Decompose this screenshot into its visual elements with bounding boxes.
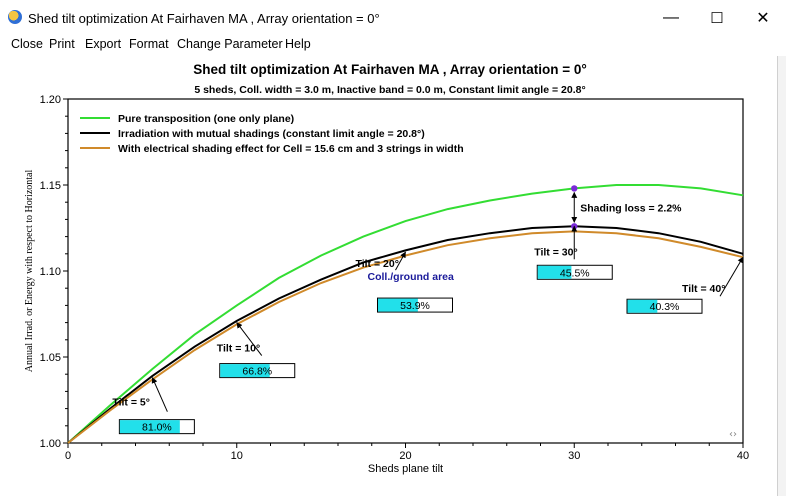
series-line-1 (67, 184, 744, 444)
coll-ground-area-label: Coll./ground area (368, 271, 455, 283)
legend-label-2: Irradiation with mutual shadings (consta… (118, 128, 425, 140)
x-tick-label: 10 (231, 450, 243, 462)
menu-change-parameter[interactable]: Change Parameter (177, 37, 283, 51)
ratio-value: 53.9% (400, 300, 430, 312)
y-tick-label: 1.10 (40, 266, 61, 278)
ratio-value: 66.8% (242, 366, 272, 378)
ratio-fill (537, 265, 572, 279)
window-title: Shed tilt optimization At Fairhaven MA ,… (28, 11, 380, 26)
y-tick-label: 1.05 (40, 352, 61, 364)
legend-label-3: With electrical shading effect for Cell … (118, 143, 464, 155)
menu-bar: Close Print Export Format Change Paramet… (0, 36, 786, 56)
menu-close[interactable]: Close (11, 37, 43, 51)
plot-frame (67, 98, 744, 444)
app-icon (8, 10, 22, 24)
menu-print[interactable]: Print (49, 37, 75, 51)
chart-subtitle: 5 sheds, Coll. width = 3.0 m, Inactive b… (194, 84, 586, 96)
series-line-2 (67, 225, 744, 444)
x-tick-label: 30 (568, 450, 580, 462)
menu-help[interactable]: Help (285, 37, 311, 51)
y-tick-label: 1.15 (40, 180, 61, 192)
chart-title: Shed tilt optimization At Fairhaven MA ,… (193, 62, 587, 77)
ratio-value: 40.3% (650, 301, 680, 313)
minimize-button[interactable]: — (663, 9, 679, 26)
tilt-arrow (395, 251, 406, 271)
tilt-arrow (151, 377, 168, 412)
shading-loss-point-top (571, 185, 578, 192)
close-window-button[interactable]: ✕ (756, 10, 770, 27)
ratio-value: 81.0% (142, 422, 172, 434)
x-axis-label: Sheds plane tilt (368, 463, 443, 475)
ratio-fill (119, 420, 180, 434)
x-tick-label: 40 (737, 450, 749, 462)
ratio-fill (627, 299, 658, 313)
x-tick-label: 20 (399, 450, 411, 462)
maximize-button[interactable]: ☐ (710, 10, 724, 27)
y-axis-label: Annual Irrad. or Energy with respect to … (24, 170, 35, 373)
window-titlebar: Shed tilt optimization At Fairhaven MA ,… (0, 0, 786, 37)
x-tick-label: 0 (65, 450, 71, 462)
tilt-arrow (236, 322, 263, 356)
tilt-label: Tilt = 30° (534, 246, 577, 258)
tilt-label: Tilt = 40° (682, 283, 725, 295)
scroll-arrows-icon: ‹› (729, 429, 737, 440)
ratio-value: 45.5% (560, 267, 590, 279)
tilt-arrow (719, 256, 744, 297)
tilt-label: Tilt = 20° (356, 258, 399, 270)
ratio-fill (378, 298, 418, 312)
tilt-label: Tilt = 5° (112, 397, 150, 409)
ratio-fill (220, 364, 270, 378)
menu-export[interactable]: Export (85, 37, 122, 51)
y-tick-label: 1.00 (40, 438, 61, 450)
tilt-label: Tilt = 10° (217, 343, 260, 355)
menu-format[interactable]: Format (129, 37, 169, 51)
y-tick-label: 1.20 (40, 94, 61, 106)
shading-loss-label: Shading loss = 2.2% (580, 202, 682, 214)
background-window-strip (777, 56, 786, 496)
legend-label-1: Pure transposition (one only plane) (118, 113, 294, 125)
